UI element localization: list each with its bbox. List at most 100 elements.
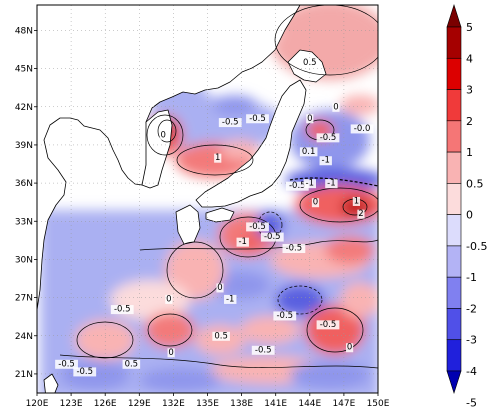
colorbar-segment	[446, 151, 462, 184]
contour-label: -0.5	[286, 244, 303, 254]
contour-label-bg	[285, 181, 309, 191]
y-tick-label: 36N	[15, 179, 33, 189]
contour-label-bg	[357, 209, 365, 219]
contour-label-bg	[246, 222, 269, 232]
contour-label-bg	[167, 348, 175, 358]
y-tick-label: 24N	[15, 332, 33, 342]
contour-label: -0.0	[354, 124, 371, 134]
x-tick-label: 150E	[367, 399, 390, 408]
contour-label: -1	[306, 179, 314, 189]
colorbar-segment	[446, 4, 462, 28]
x-tick-label: 120E	[26, 399, 49, 408]
contour-label: 0	[217, 283, 222, 293]
colorbar-label: -4	[466, 365, 477, 378]
x-tick-label: 129E	[128, 399, 151, 408]
colorbar-segment	[446, 370, 462, 394]
colorbar-label: -1	[466, 271, 477, 284]
contour-label-bg	[325, 179, 338, 189]
colorbar-segment	[446, 308, 462, 341]
colorbar-label: -3	[466, 334, 477, 347]
x-tick-label: 132E	[162, 399, 185, 408]
contour-label-bg	[316, 320, 340, 330]
colorbar-segment	[446, 57, 462, 90]
contour-label: -0.5	[320, 133, 337, 143]
contour-label-bg	[122, 359, 141, 369]
colorbar-label: 3	[466, 84, 473, 97]
x-tick-label: 141E	[264, 399, 287, 408]
colorbar-label: 0	[466, 209, 473, 222]
contour-label-bg	[216, 283, 224, 293]
contour-label-bg	[282, 244, 306, 254]
colorbar-segment	[446, 339, 462, 372]
contour-label: -0.5	[264, 232, 281, 242]
contour-label-bg	[345, 343, 354, 353]
contour-label-bg	[303, 179, 316, 189]
contour-label: 0	[168, 348, 173, 358]
y-tick-label: 21N	[15, 370, 33, 380]
contour-label-bg	[301, 58, 319, 68]
contour-label: -0.5	[222, 118, 239, 128]
x-tick-label: 135E	[196, 399, 219, 408]
contour-label-bg	[110, 305, 134, 315]
contour-label-bg	[224, 294, 237, 304]
y-tick-label: 33N	[15, 217, 33, 227]
colorbar-label: 1	[466, 146, 473, 159]
contour-label: 0	[160, 130, 165, 140]
contour-label: -0.5	[255, 345, 272, 355]
contour-label-bg	[260, 232, 284, 242]
colorbar-label: -5	[466, 396, 477, 408]
colorbar-segment	[446, 89, 462, 122]
lat-lon-grid	[37, 5, 378, 393]
contour-label-bg	[159, 130, 167, 140]
x-tick-label: 144E	[298, 399, 321, 408]
colorbar-segment	[446, 245, 462, 278]
contour-label: -0.5	[320, 320, 337, 330]
contour-label-bg	[73, 367, 97, 377]
contour-label: 0	[307, 114, 312, 124]
colorbar: 5 4 3 2 1 0.5 0 -0.5 -1 -2 -3 -4 -5	[446, 4, 487, 408]
contour-label: 0.5	[303, 58, 317, 68]
contour-label: -0.5	[249, 114, 266, 124]
contour-label-bg	[316, 133, 340, 143]
x-axis: 120E 123E 126E 129E 132E 135E 138E 141E 144E 147E…	[26, 393, 390, 408]
contour-label: 2	[358, 209, 363, 219]
contour-label-bg	[236, 237, 249, 247]
contour-label-bg	[165, 294, 173, 304]
contour-label: -0.5	[276, 311, 293, 321]
contour-label: -1	[327, 179, 335, 189]
contour-label-bg	[273, 311, 297, 321]
x-tick-label: 126E	[94, 399, 117, 408]
colorbar-label: 4	[466, 52, 473, 65]
x-tick-label: 123E	[60, 399, 83, 408]
contour-label: -0.5	[289, 181, 306, 191]
y-tick-label: 45N	[15, 65, 33, 75]
contour-label: 1	[354, 196, 359, 206]
contour-label: -1	[238, 237, 246, 247]
colorbar-label: 5	[466, 21, 473, 34]
x-tick-label: 138E	[230, 399, 253, 408]
colorbar-segment	[446, 120, 462, 153]
contour-label-bg	[350, 124, 374, 134]
colorbar-segment	[446, 183, 462, 215]
contour-label-bg	[299, 147, 318, 157]
contour-label: 0.5	[125, 359, 139, 369]
colorbar-label: 0.5	[466, 177, 484, 190]
contour-label-bg	[55, 359, 78, 369]
contour-label-bg	[319, 156, 332, 166]
colorbar-segment	[446, 214, 462, 247]
colorbar-segment	[446, 26, 462, 59]
contour-label: -1	[321, 156, 329, 166]
contour-label-bg	[306, 114, 314, 124]
colorbar-label: -0.5	[466, 240, 487, 253]
contour-label-bg	[246, 114, 269, 124]
contour-label: -0.5	[249, 222, 266, 232]
contour-label: 0	[347, 343, 352, 353]
contour-label-bg	[214, 153, 222, 163]
contour-label-bg	[352, 196, 361, 206]
contour-label: 0	[333, 102, 338, 112]
contour-label: 0	[166, 294, 171, 304]
x-tick-label: 147E	[332, 399, 355, 408]
colorbar-label: 2	[466, 115, 473, 128]
